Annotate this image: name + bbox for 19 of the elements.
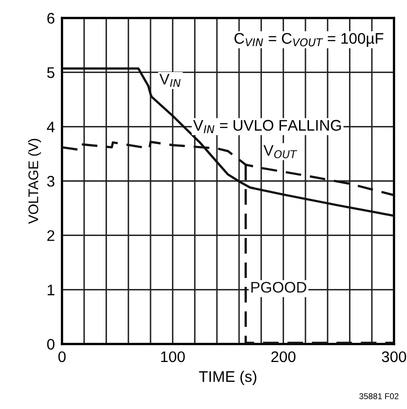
y-tick-label: 5 [47,67,54,78]
y-axis-title: VOLTAGE (V) [28,138,41,224]
y-tick-label: 0 [47,338,54,350]
y-tick-label: 6 [47,12,54,24]
x-axis-title: TIME (s) [199,370,256,385]
y-tick-label: 1 [48,284,54,296]
annotation: C$_{VIN}$ = C$_{VOUT}$ = 100µF [234,33,384,47]
x-tick-label: 300 [382,351,406,362]
x-tick-label: 0 [58,351,66,362]
series-label: V$_{OUT}$ [263,145,298,158]
annotation: V$_{IN}$ = UVLO FALLING [193,120,341,134]
text: 35881 F02 [359,393,398,400]
series-label: PGOOD [251,282,306,293]
series-label: V$_{IN}$ [159,74,181,87]
y-tick-label: 2 [47,230,54,241]
y-tick-label: 3 [47,176,54,187]
x-tick-label: 200 [271,351,296,362]
y-tick-label: 4 [46,122,55,132]
x-tick-label: 100 [161,351,185,362]
